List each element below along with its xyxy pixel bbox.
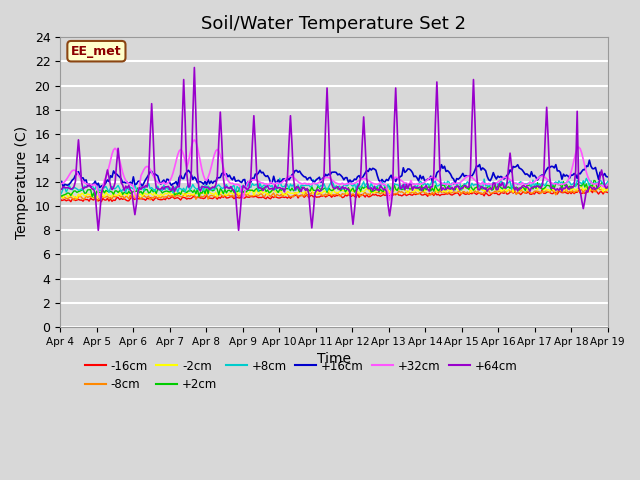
-8cm (221, 192, 228, 198)
-2cm (298, 189, 305, 194)
-2cm (535, 183, 543, 189)
+32cm (124, 180, 131, 185)
+8cm (298, 182, 305, 188)
+2cm (248, 187, 256, 193)
Line: -2cm: -2cm (60, 186, 608, 198)
-16cm (56, 196, 64, 202)
+8cm (604, 179, 612, 184)
-16cm (239, 195, 247, 201)
-8cm (298, 193, 305, 199)
+16cm (248, 175, 256, 181)
+2cm (221, 187, 228, 192)
+2cm (298, 184, 305, 190)
+2cm (239, 190, 247, 195)
+32cm (191, 137, 198, 143)
-16cm (97, 199, 105, 204)
Line: -16cm: -16cm (60, 190, 608, 202)
Title: Soil/Water Temperature Set 2: Soil/Water Temperature Set 2 (202, 15, 467, 33)
+64cm (604, 184, 612, 190)
+2cm (92, 195, 99, 201)
Y-axis label: Temperature (C): Temperature (C) (15, 125, 29, 239)
X-axis label: Time: Time (317, 352, 351, 366)
+2cm (590, 178, 598, 183)
-2cm (248, 187, 256, 193)
-8cm (604, 186, 612, 192)
+2cm (604, 184, 612, 190)
Line: +8cm: +8cm (60, 178, 608, 195)
-16cm (248, 194, 256, 200)
Line: +2cm: +2cm (60, 180, 608, 198)
-8cm (575, 188, 582, 194)
+8cm (124, 184, 131, 190)
+32cm (386, 197, 394, 203)
Legend: -16cm, -8cm, -2cm, +2cm, +8cm, +16cm, +32cm, +64cm: -16cm, -8cm, -2cm, +2cm, +8cm, +16cm, +3… (80, 355, 522, 396)
-2cm (93, 195, 100, 201)
+64cm (250, 113, 258, 119)
-16cm (221, 193, 228, 199)
-8cm (125, 196, 132, 202)
-16cm (575, 188, 582, 193)
+8cm (247, 185, 255, 191)
+64cm (241, 184, 248, 190)
+8cm (220, 185, 227, 191)
Line: -8cm: -8cm (60, 188, 608, 201)
-2cm (239, 189, 247, 195)
+32cm (604, 181, 612, 187)
+32cm (248, 177, 256, 183)
+8cm (276, 175, 284, 181)
+32cm (577, 146, 584, 152)
-8cm (248, 193, 256, 199)
+64cm (56, 186, 64, 192)
+8cm (575, 179, 582, 185)
+2cm (56, 192, 64, 198)
-16cm (125, 198, 132, 204)
+64cm (125, 182, 132, 188)
+2cm (575, 182, 582, 188)
-8cm (93, 198, 100, 204)
-16cm (590, 187, 598, 192)
+64cm (95, 228, 102, 233)
-8cm (239, 191, 247, 197)
+8cm (238, 183, 246, 189)
+64cm (577, 188, 584, 194)
Line: +16cm: +16cm (60, 160, 608, 188)
-2cm (56, 195, 64, 201)
+16cm (56, 180, 64, 186)
+64cm (299, 184, 307, 190)
+32cm (221, 170, 228, 176)
+2cm (125, 189, 132, 194)
+16cm (604, 174, 612, 180)
-2cm (125, 191, 132, 196)
+32cm (298, 180, 305, 186)
+32cm (56, 181, 64, 187)
+16cm (575, 170, 582, 176)
+16cm (96, 185, 104, 191)
+32cm (239, 195, 247, 201)
+16cm (298, 171, 305, 177)
-2cm (221, 192, 228, 197)
+16cm (221, 172, 228, 178)
+8cm (56, 192, 64, 198)
+16cm (125, 180, 132, 186)
-2cm (577, 184, 584, 190)
-8cm (595, 185, 602, 191)
-16cm (604, 190, 612, 195)
-16cm (298, 192, 305, 198)
+16cm (586, 157, 593, 163)
+64cm (191, 65, 198, 71)
+64cm (223, 184, 230, 190)
+16cm (239, 177, 247, 183)
-2cm (604, 187, 612, 192)
Line: +32cm: +32cm (60, 140, 608, 200)
-8cm (56, 194, 64, 200)
Line: +64cm: +64cm (60, 68, 608, 230)
Text: EE_met: EE_met (71, 45, 122, 58)
